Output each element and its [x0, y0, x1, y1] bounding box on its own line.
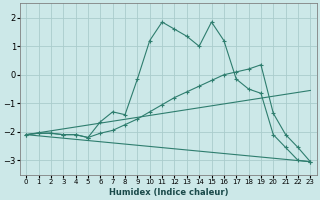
X-axis label: Humidex (Indice chaleur): Humidex (Indice chaleur) — [108, 188, 228, 197]
